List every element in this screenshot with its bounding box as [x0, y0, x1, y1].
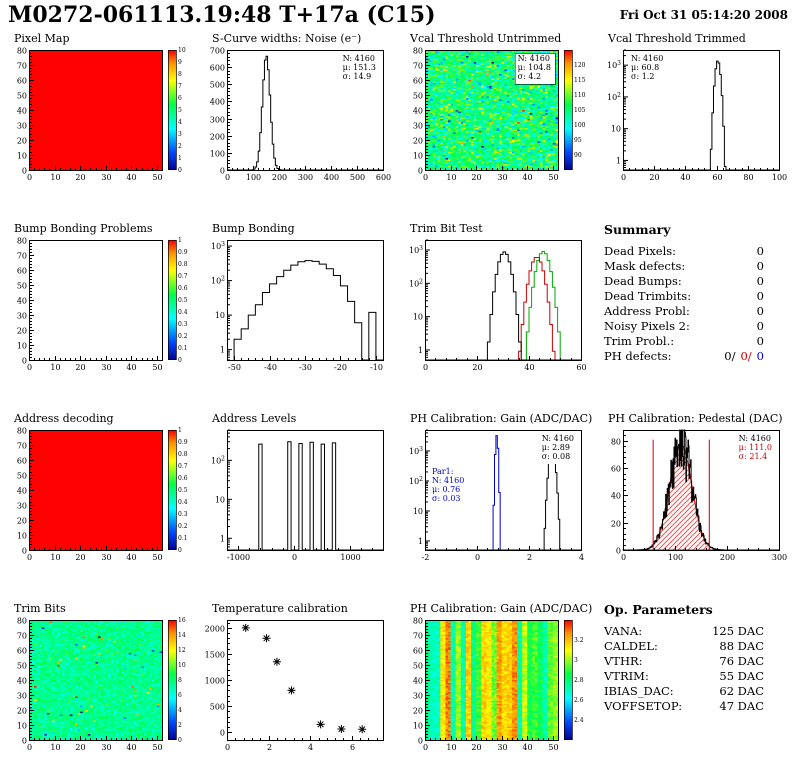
- summary-value: 0: [756, 259, 764, 273]
- summary-value: 0: [756, 319, 764, 333]
- summary-row: Dead Pixels: 0: [604, 244, 764, 259]
- summary-value: 0: [756, 274, 764, 288]
- panel-address-decoding: Address decoding: [4, 412, 194, 568]
- page-title: M0272-061113.19:48 T+17a (C15): [8, 2, 436, 28]
- address-decoding-title: Address decoding: [14, 412, 114, 425]
- summary-label: Dead Bumps:: [604, 274, 682, 288]
- temperature-plot: [202, 615, 392, 755]
- summary-rows: Dead Pixels: 0 Mask defects: 0 Dead Bumps: 0 D…: [604, 244, 794, 364]
- op-parameters-rows: VANA: 125 DAC CALDEL: 88 DAC VTHR: 76 DAC VTRI…: [604, 624, 794, 714]
- ph-gain-hist-plot: [400, 425, 590, 565]
- summary-label: Noisy Pixels 2:: [604, 319, 690, 333]
- panel-pixel-map: Pixel Map: [4, 32, 194, 188]
- trim-bits-map-title: Trim Bits: [14, 602, 66, 615]
- panel-op-parameters: Op. Parameters VANA: 125 DAC CALDEL: 88 DAC…: [598, 602, 794, 758]
- trim-bit-test-plot: [400, 235, 590, 375]
- op-label: VANA:: [604, 624, 643, 638]
- op-label: VTHR:: [604, 654, 643, 668]
- op-value: 47 DAC: [719, 699, 764, 713]
- summary-row: PH defects: 0/0/0: [604, 349, 764, 364]
- ph-pedestal-title: PH Calibration: Pedestal (DAC): [608, 412, 783, 425]
- op-row: IBIAS_DAC: 62 DAC: [604, 684, 764, 699]
- summary-row: Dead Bumps: 0: [604, 274, 764, 289]
- vcal-untrimmed-plot: [400, 45, 590, 185]
- summary-row: Mask defects: 0: [604, 259, 764, 274]
- op-value: 55 DAC: [719, 669, 764, 683]
- report-header: M0272-061113.19:48 T+17a (C15) Fri Oct 3…: [0, 0, 796, 30]
- panel-scurve-noise: S-Curve widths: Noise (e⁻): [202, 32, 392, 188]
- summary-title: Summary: [604, 222, 671, 237]
- bump-problems-plot: [4, 235, 194, 375]
- summary-value: 0: [756, 289, 764, 303]
- panel-temperature: Temperature calibration: [202, 602, 392, 758]
- plots-grid: Pixel Map S-Curve widths: Noise (e⁻) Vca…: [0, 30, 796, 758]
- summary-label: Dead Pixels:: [604, 244, 677, 258]
- panel-vcal-untrimmed: Vcal Threshold Untrimmed: [400, 32, 590, 188]
- op-value: 76 DAC: [719, 654, 764, 668]
- panel-summary: Summary Dead Pixels: 0 Mask defects: 0 Dead …: [598, 222, 794, 378]
- address-levels-plot: [202, 425, 392, 565]
- op-row: VTHR: 76 DAC: [604, 654, 764, 669]
- ph-gain-map-title: PH Calibration: Gain (ADC/DAC): [410, 602, 593, 615]
- op-row: VOFFSETOP: 47 DAC: [604, 699, 764, 714]
- pixel-map-plot: [4, 45, 194, 185]
- bump-bonding-title: Bump Bonding: [212, 222, 295, 235]
- temperature-title: Temperature calibration: [212, 602, 348, 615]
- summary-row: Trim Probl.: 0: [604, 334, 764, 349]
- summary-value: 0: [756, 334, 764, 348]
- op-value: 125 DAC: [712, 624, 764, 638]
- op-value: 62 DAC: [719, 684, 764, 698]
- address-levels-title: Address Levels: [212, 412, 297, 425]
- summary-value-part: 0/: [740, 349, 752, 363]
- bump-problems-title: Bump Bonding Problems: [14, 222, 153, 235]
- panel-bump-problems: Bump Bonding Problems: [4, 222, 194, 378]
- summary-value-part: 0/: [724, 349, 736, 363]
- vcal-untrimmed-title: Vcal Threshold Untrimmed: [410, 32, 562, 45]
- trim-bits-map-plot: [4, 615, 194, 755]
- summary-label: Address Probl:: [604, 304, 690, 318]
- summary-value: 0/0/0: [724, 349, 764, 364]
- panel-vcal-trimmed: Vcal Threshold Trimmed: [598, 32, 788, 188]
- ph-gain-map-plot: [400, 615, 590, 755]
- summary-label: PH defects:: [604, 349, 672, 363]
- summary-label: Mask defects:: [604, 259, 686, 273]
- bump-bonding-plot: [202, 235, 392, 375]
- address-decoding-plot: [4, 425, 194, 565]
- summary-label: Dead Trimbits:: [604, 289, 692, 303]
- scurve-noise-title: S-Curve widths: Noise (e⁻): [212, 32, 362, 45]
- summary-value: 0: [756, 244, 764, 258]
- panel-ph-pedestal: PH Calibration: Pedestal (DAC): [598, 412, 788, 568]
- op-label: VOFFSETOP:: [604, 699, 683, 713]
- panel-ph-gain-hist: PH Calibration: Gain (ADC/DAC): [400, 412, 593, 568]
- summary-value-part: 0: [756, 349, 764, 363]
- op-row: VANA: 125 DAC: [604, 624, 764, 639]
- op-value: 88 DAC: [719, 639, 764, 653]
- summary-row: Noisy Pixels 2: 0: [604, 319, 764, 334]
- panel-ph-gain-map: PH Calibration: Gain (ADC/DAC): [400, 602, 593, 758]
- summary-row: Dead Trimbits: 0: [604, 289, 764, 304]
- op-label: CALDEL:: [604, 639, 658, 653]
- ph-pedestal-plot: [598, 425, 788, 565]
- pixel-map-title: Pixel Map: [14, 32, 70, 45]
- summary-label: Trim Probl.:: [604, 334, 675, 348]
- summary-row: Address Probl: 0: [604, 304, 764, 319]
- panel-trim-bits-map: Trim Bits: [4, 602, 194, 758]
- op-label: IBIAS_DAC:: [604, 684, 674, 698]
- op-row: VTRIM: 55 DAC: [604, 669, 764, 684]
- scurve-noise-plot: [202, 45, 392, 185]
- timestamp: Fri Oct 31 05:14:20 2008: [619, 8, 788, 22]
- op-row: CALDEL: 88 DAC: [604, 639, 764, 654]
- op-parameters-title: Op. Parameters: [604, 602, 713, 617]
- panel-address-levels: Address Levels: [202, 412, 392, 568]
- op-label: VTRIM:: [604, 669, 649, 683]
- vcal-trimmed-title: Vcal Threshold Trimmed: [608, 32, 746, 45]
- panel-trim-bit-test: Trim Bit Test: [400, 222, 590, 378]
- ph-gain-hist-title: PH Calibration: Gain (ADC/DAC): [410, 412, 593, 425]
- trim-bit-test-title: Trim Bit Test: [410, 222, 483, 235]
- panel-bump-bonding: Bump Bonding: [202, 222, 392, 378]
- summary-value: 0: [756, 304, 764, 318]
- vcal-trimmed-plot: [598, 45, 788, 185]
